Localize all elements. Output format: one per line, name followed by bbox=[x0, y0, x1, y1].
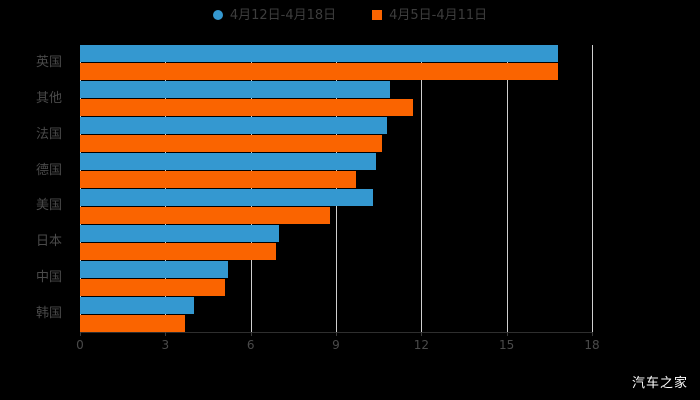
x-tick-mark-18 bbox=[592, 332, 593, 336]
x-tick-label-9: 9 bbox=[332, 338, 340, 352]
category-label-日本: 日本 bbox=[35, 234, 62, 250]
category-label-美国: 美国 bbox=[35, 198, 62, 214]
bar-法国-series0[interactable] bbox=[80, 117, 388, 135]
bar-英国-series1[interactable] bbox=[80, 63, 558, 81]
bar-series-area bbox=[80, 45, 592, 332]
gridline-15 bbox=[506, 45, 508, 332]
x-tick-label-3: 3 bbox=[161, 338, 170, 352]
category-label-法国: 法国 bbox=[35, 126, 62, 142]
legend-item-1[interactable]: 4月5日-4月11日 bbox=[372, 9, 487, 22]
bar-group-法国 bbox=[80, 117, 592, 153]
gridline-12 bbox=[421, 45, 423, 332]
bar-其他-series1[interactable] bbox=[80, 99, 413, 117]
x-tick-label-15: 15 bbox=[499, 338, 515, 352]
legend-item-0[interactable]: 4月12日-4月18日 bbox=[212, 7, 337, 23]
x-tick-mark-3 bbox=[165, 332, 167, 336]
bar-group-美国 bbox=[80, 188, 592, 224]
chart-legend: 4月12日-4月18日 4月5日-4月11日 bbox=[0, 0, 700, 30]
gridline-0 bbox=[80, 45, 81, 332]
bar-日本-series1[interactable] bbox=[80, 242, 277, 260]
x-tick-label-12: 12 bbox=[413, 338, 429, 352]
bar-group-德国 bbox=[80, 153, 592, 189]
watermark-label: 汽车之家 bbox=[631, 376, 688, 391]
bar-group-中国 bbox=[80, 260, 592, 296]
bar-美国-series1[interactable] bbox=[80, 206, 331, 224]
gridline-3 bbox=[165, 45, 167, 332]
x-tick-mark-9 bbox=[336, 332, 337, 336]
legend-item-label: 4月5日-4月11日 bbox=[389, 7, 488, 23]
bar-日本-series0[interactable] bbox=[80, 224, 280, 242]
category-label-德国: 德国 bbox=[35, 162, 62, 178]
bar-德国-series0[interactable] bbox=[80, 153, 376, 171]
bar-德国-series1[interactable] bbox=[80, 171, 356, 189]
category-axis-labels: 英国其他法国德国美国日本中国韩国 bbox=[0, 45, 72, 332]
x-tick-label-0: 0 bbox=[76, 338, 84, 352]
x-tick-label-18: 18 bbox=[584, 338, 600, 352]
bar-group-韩国 bbox=[80, 296, 592, 332]
bar-中国-series1[interactable] bbox=[80, 278, 226, 296]
bar-韩国-series1[interactable] bbox=[80, 314, 186, 332]
bar-group-其他 bbox=[80, 81, 592, 117]
bar-韩国-series0[interactable] bbox=[80, 296, 194, 314]
category-label-其他: 其他 bbox=[35, 90, 62, 106]
legend-square-icon bbox=[372, 10, 383, 20]
category-label-韩国: 韩国 bbox=[35, 306, 62, 322]
legend-circle-icon bbox=[212, 10, 223, 20]
category-label-英国: 英国 bbox=[35, 54, 62, 70]
category-label-中国: 中国 bbox=[35, 270, 62, 286]
bar-其他-series0[interactable] bbox=[80, 81, 391, 99]
bar-中国-series0[interactable] bbox=[80, 260, 228, 278]
x-tick-mark-15 bbox=[506, 332, 508, 336]
x-tick-mark-6 bbox=[250, 332, 252, 336]
x-tick-mark-12 bbox=[421, 332, 423, 336]
bar-美国-series0[interactable] bbox=[80, 188, 373, 206]
x-tick-label-6: 6 bbox=[246, 338, 255, 352]
bar-group-英国 bbox=[80, 45, 592, 81]
bar-group-日本 bbox=[80, 224, 592, 260]
legend-item-label: 4月12日-4月18日 bbox=[229, 7, 337, 23]
bar-法国-series1[interactable] bbox=[80, 135, 382, 153]
x-tick-mark-0 bbox=[80, 332, 81, 336]
bar-英国-series0[interactable] bbox=[80, 45, 558, 63]
gridline-6 bbox=[250, 45, 252, 332]
gridline-18 bbox=[592, 45, 593, 332]
gridline-9 bbox=[336, 45, 337, 332]
plot-gridlines bbox=[80, 45, 593, 332]
